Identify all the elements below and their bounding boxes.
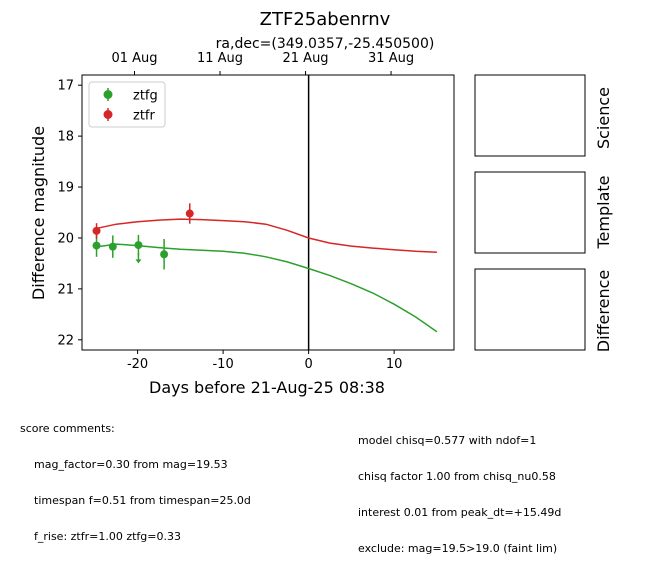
data-point-ztfg (108, 242, 117, 251)
model-comment-line: interest 0.01 from peak_dt=+15.49d (358, 506, 562, 519)
difference-stamp-frame (474, 268, 586, 351)
model-curve-ztfg (94, 243, 438, 333)
stamp-science: Science (474, 74, 613, 157)
score-comments-header: score comments: (20, 422, 115, 435)
y-tick-label: 18 (57, 130, 74, 145)
x-tick-label: 0 (304, 357, 312, 372)
top-date-label: 11 Aug (197, 51, 243, 66)
stamp-template: Template (474, 171, 613, 254)
light-curve-chart: ZTF25abenrnv ra,dec=(349.0357,-25.450500… (29, 9, 613, 397)
data-point-ztfg (92, 241, 101, 250)
legend-item-ztfg: ztfg (103, 88, 158, 104)
score-comment-line: timespan f=0.51 from timespan=25.0d (34, 494, 251, 507)
top-date-label: 31 Aug (368, 51, 414, 66)
y-tick-label: 21 (57, 282, 74, 297)
science-stamp-frame (474, 74, 586, 157)
stamp-difference: Difference (474, 268, 613, 352)
legend-item-ztfr: ztfr (103, 108, 155, 124)
science-stamp-label: Science (594, 87, 613, 149)
top-date-label: 21 Aug (283, 51, 329, 66)
data-point-ztfg (134, 241, 143, 250)
data-point-ztfr (185, 209, 194, 218)
y-tick-label: 19 (57, 181, 74, 196)
plot-layer: -20 -10 0 10 17 18 19 20 21 22 01 Aug 11 Aug 21 Aug 3… (57, 51, 438, 372)
score-comments-left: score comments: mag_factor=0.30 from mag… (20, 399, 251, 555)
upper-limit-arrow-ztfg (135, 259, 142, 264)
model-comment-line: model chisq=0.577 with ndof=1 (358, 434, 537, 447)
plot-frame (81, 74, 455, 351)
data-point-ztfr (92, 226, 101, 235)
score-comments-right: model chisq=0.577 with ndof=1 chisq fact… (358, 411, 561, 567)
score-comment-line: f_rise: ztfr=1.00 ztfg=0.33 (34, 530, 181, 543)
legend-marker-ztfg (103, 90, 113, 99)
model-curve-ztfr (94, 218, 437, 253)
top-date-label: 01 Aug (111, 51, 157, 66)
data-point-ztfg (160, 250, 169, 259)
chart-subtitle: ra,dec=(349.0357,-25.450500) (216, 36, 435, 52)
template-stamp-label: Template (594, 175, 613, 249)
chart-title: ZTF25abenrnv (260, 9, 391, 30)
score-comment-line: mag_factor=0.30 from mag=19.53 (34, 458, 228, 471)
x-tick-label: -10 (212, 357, 233, 372)
legend-label-ztfg: ztfg (133, 89, 158, 104)
y-tick-label: 22 (57, 333, 74, 348)
x-axis-label: Days before 21-Aug-25 08:38 (149, 378, 385, 397)
legend-marker-ztfr (103, 110, 113, 119)
template-stamp-frame (474, 171, 586, 254)
model-comment-line: chisq factor 1.00 from chisq_nu0.58 (358, 470, 556, 483)
y-axis-label: Difference magnitude (29, 126, 48, 300)
model-comment-line: exclude: mag=19.5>19.0 (faint lim) (358, 542, 558, 555)
legend-label-ztfr: ztfr (133, 109, 155, 124)
y-tick-label: 20 (57, 231, 74, 246)
x-tick-label: 10 (386, 357, 403, 372)
x-tick-label: -20 (127, 357, 148, 372)
legend: ztfg ztfr (88, 81, 166, 128)
y-tick-label: 17 (57, 79, 74, 94)
difference-stamp-label: Difference (594, 270, 613, 352)
